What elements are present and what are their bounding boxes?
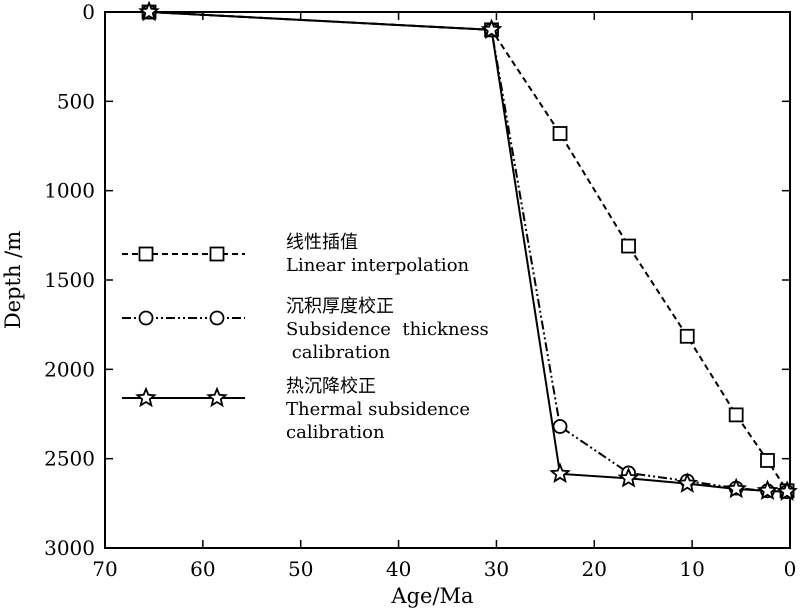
- series-1-point: [552, 126, 568, 141]
- x-tick-label: 10: [679, 557, 704, 581]
- x-tick-label: 20: [582, 557, 607, 581]
- series-3-point: [756, 479, 779, 501]
- series-1-point: [621, 238, 636, 254]
- y-tick-label: 1000: [44, 179, 95, 203]
- y-tick-label: 2000: [44, 357, 95, 381]
- series-2-point: [552, 419, 568, 434]
- x-tick-label: 0: [784, 557, 797, 581]
- legend-label-1: Linear interpolation: [286, 255, 470, 276]
- series-3-point: [676, 472, 699, 493]
- x-tick-label: 40: [386, 557, 411, 581]
- y-axis-title: Depth /m: [1, 231, 25, 329]
- x-tick-label: 60: [190, 557, 215, 581]
- legend-marker-1: [209, 246, 225, 262]
- x-axis-title: Age/Ma: [390, 584, 473, 608]
- legend-marker-3: [206, 386, 228, 408]
- y-tick-label: 3000: [44, 536, 95, 560]
- y-tick-label: 2500: [44, 447, 95, 471]
- legend-label-2: calibration: [286, 342, 391, 363]
- x-tick-label: 70: [92, 557, 117, 581]
- legend-label-1: 线性插值: [286, 232, 358, 253]
- legend-marker-2: [138, 310, 154, 326]
- series-layer: [138, 0, 798, 501]
- series-3-point: [480, 18, 503, 40]
- y-tick-label: 1500: [44, 268, 95, 292]
- series-3-point: [725, 477, 748, 499]
- legend-marker-2: [209, 310, 225, 326]
- legend-label-3: calibration: [286, 422, 385, 443]
- series-1-point: [760, 453, 775, 468]
- series-3-point: [776, 480, 798, 501]
- series-1-point: [728, 407, 744, 423]
- x-tick-label: 50: [288, 557, 313, 581]
- series-3-point: [138, 0, 160, 22]
- series-3-point: [617, 466, 640, 488]
- y-tick-label: 500: [57, 89, 95, 113]
- legend-label-2: Subsidence thickness: [286, 319, 489, 340]
- plot-frame: [104, 11, 791, 549]
- legend-label-2: 沉积厚度校正: [286, 296, 394, 317]
- legend-marker-3: [135, 386, 157, 408]
- series-1-line: [148, 11, 788, 492]
- legend-marker-1: [138, 246, 154, 262]
- legend-label-3: 热沉降校正: [286, 376, 376, 397]
- series-3-point: [549, 462, 571, 484]
- y-tick-label: 0: [82, 0, 95, 24]
- x-tick-label: 30: [484, 557, 509, 581]
- series-1-point: [679, 328, 695, 344]
- legend-label-3: Thermal subsidence: [286, 399, 470, 420]
